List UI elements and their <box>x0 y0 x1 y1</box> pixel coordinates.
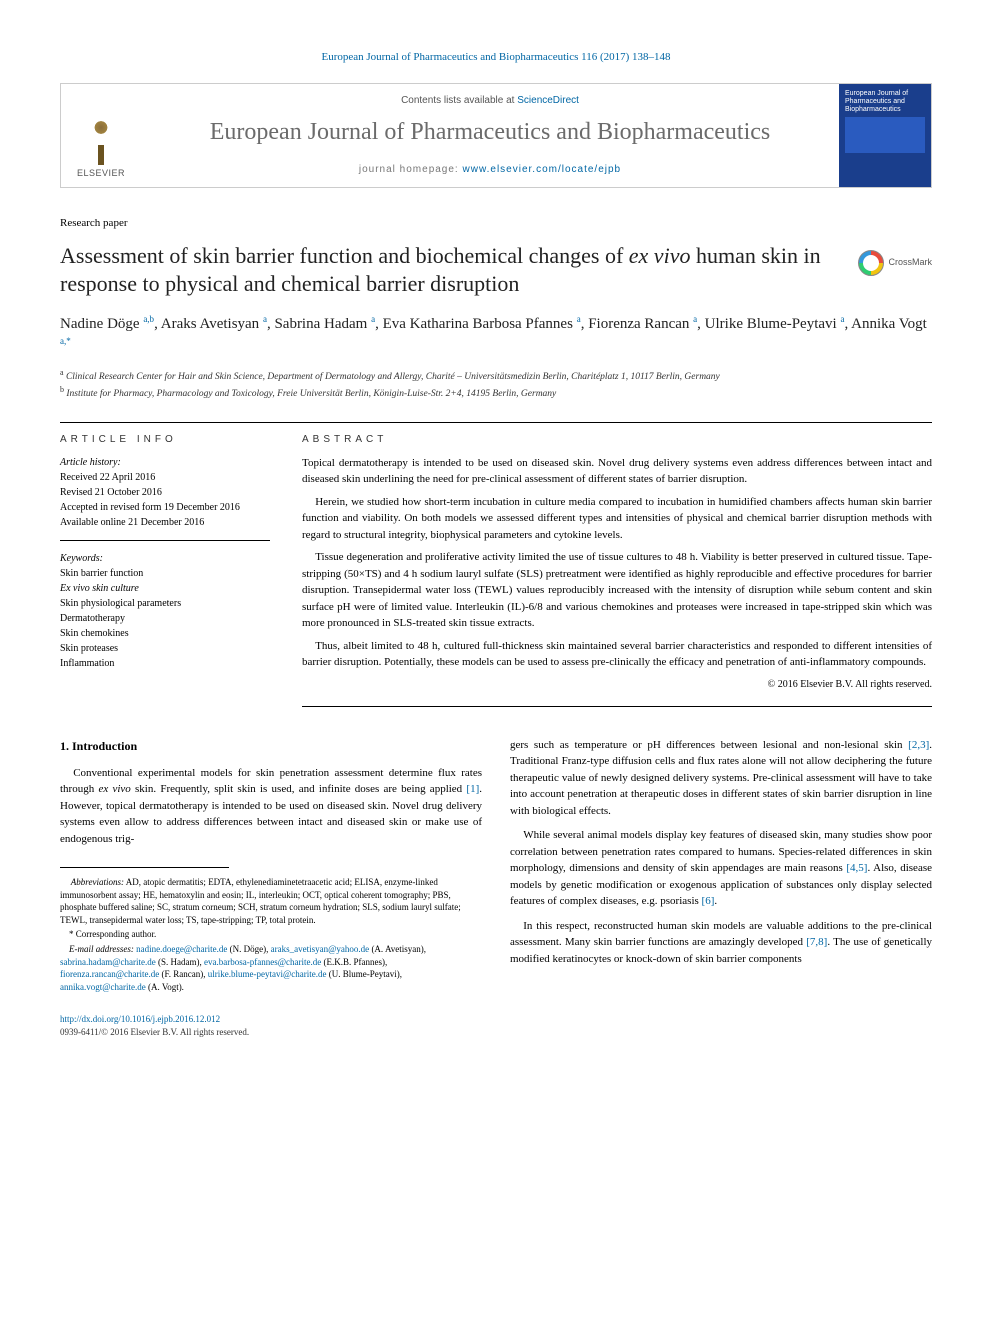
cover-graphic <box>845 117 925 153</box>
author-list: Nadine Döge a,b, Araks Avetisyan a, Sabr… <box>60 313 932 357</box>
abstract-label: ABSTRACT <box>302 423 932 455</box>
section-heading-introduction: 1. Introduction <box>60 737 482 755</box>
keyword: Ex vivo skin culture <box>60 581 270 596</box>
history-received: Received 22 April 2016 <box>60 470 270 485</box>
article-info-label: ARTICLE INFO <box>60 423 270 455</box>
doi-block: http://dx.doi.org/10.1016/j.ejpb.2016.12… <box>60 1013 932 1038</box>
author-email-link[interactable]: annika.vogt@charite.de <box>60 982 146 992</box>
keyword: Skin chemokines <box>60 626 270 641</box>
footnotes: Abbreviations: AD, atopic dermatitis; ED… <box>60 876 482 993</box>
abstract-paragraph: Topical dermatotherapy is intended to be… <box>302 455 932 488</box>
journal-masthead: ELSEVIER Contents lists available at Sci… <box>60 83 932 188</box>
elsevier-logo[interactable]: ELSEVIER <box>77 117 125 180</box>
affiliation-a: a Clinical Research Center for Hair and … <box>60 367 932 384</box>
crossmark-icon <box>858 250 884 276</box>
affiliations: a Clinical Research Center for Hair and … <box>60 367 932 402</box>
journal-homepage-link[interactable]: www.elsevier.com/locate/ejpb <box>463 164 622 175</box>
contents-prefix: Contents lists available at <box>401 95 517 106</box>
history-accepted: Accepted in revised form 19 December 201… <box>60 500 270 515</box>
author-email-link[interactable]: fiorenza.rancan@charite.de <box>60 969 159 979</box>
sciencedirect-link[interactable]: ScienceDirect <box>517 95 579 106</box>
abstract-body: Topical dermatotherapy is intended to be… <box>302 455 932 707</box>
keywords-label: Keywords: <box>60 551 270 566</box>
crossmark-label: CrossMark <box>888 256 932 269</box>
article-type: Research paper <box>60 216 932 231</box>
title-part-1: Assessment of skin barrier function and … <box>60 243 629 268</box>
abstract-column: ABSTRACT Topical dermatotherapy is inten… <box>302 423 932 707</box>
publisher-logo-cell: ELSEVIER <box>61 84 141 187</box>
abstract-paragraph: Thus, albeit limited to 48 h, cultured f… <box>302 638 932 671</box>
abstract-paragraph: Herein, we studied how short-term incuba… <box>302 494 932 544</box>
crossmark-widget[interactable]: CrossMark <box>858 242 932 276</box>
keyword: Inflammation <box>60 656 270 671</box>
keyword: Skin proteases <box>60 641 270 656</box>
citation-ref[interactable]: [4,5] <box>846 862 867 874</box>
keyword: Skin barrier function <box>60 566 270 581</box>
author-email-link[interactable]: nadine.doege@charite.de <box>136 944 227 954</box>
article-title: Assessment of skin barrier function and … <box>60 242 846 299</box>
citation-ref[interactable]: [6] <box>702 895 715 907</box>
body-paragraph: In this respect, reconstructed human ski… <box>510 918 932 968</box>
author-email-link[interactable]: araks_avetisyan@yahoo.de <box>271 944 370 954</box>
history-label: Article history: <box>60 455 270 470</box>
article-history: Article history: Received 22 April 2016 … <box>60 455 270 541</box>
article-body: 1. Introduction Conventional experimenta… <box>60 737 932 996</box>
doi-link[interactable]: http://dx.doi.org/10.1016/j.ejpb.2016.12… <box>60 1014 220 1024</box>
issn-copyright: 0939-6411/© 2016 Elsevier B.V. All right… <box>60 1027 249 1037</box>
cover-title: European Journal of Pharmaceutics and Bi… <box>845 90 925 113</box>
article-info-sidebar: ARTICLE INFO Article history: Received 2… <box>60 423 270 707</box>
publisher-name: ELSEVIER <box>77 167 125 180</box>
history-revised: Revised 21 October 2016 <box>60 485 270 500</box>
header-citation: European Journal of Pharmaceutics and Bi… <box>60 50 932 65</box>
journal-name: European Journal of Pharmaceutics and Bi… <box>149 118 831 147</box>
elsevier-tree-icon <box>77 117 125 165</box>
abstract-copyright: © 2016 Elsevier B.V. All rights reserved… <box>302 677 932 692</box>
author-email-link[interactable]: eva.barbosa-pfannes@charite.de <box>204 957 321 967</box>
masthead-center: Contents lists available at ScienceDirec… <box>141 84 839 187</box>
body-paragraph: gers such as temperature or pH differenc… <box>510 737 932 820</box>
contents-available-line: Contents lists available at ScienceDirec… <box>149 94 831 108</box>
journal-homepage-line: journal homepage: www.elsevier.com/locat… <box>149 163 831 177</box>
corresponding-author-footnote: * Corresponding author. <box>60 928 482 941</box>
body-paragraph: Conventional experimental models for ski… <box>60 765 482 848</box>
keyword: Skin physiological parameters <box>60 596 270 611</box>
homepage-prefix: journal homepage: <box>359 164 463 175</box>
citation-ref[interactable]: [1] <box>466 783 479 795</box>
email-addresses-footnote: E-mail addresses: nadine.doege@charite.d… <box>60 943 482 993</box>
footnote-separator <box>60 867 229 868</box>
citation-ref[interactable]: [2,3] <box>908 739 929 751</box>
journal-cover-thumbnail: European Journal of Pharmaceutics and Bi… <box>839 84 931 187</box>
keyword: Dermatotherapy <box>60 611 270 626</box>
body-paragraph: While several animal models display key … <box>510 827 932 910</box>
affiliation-b: b Institute for Pharmacy, Pharmacology a… <box>60 384 932 401</box>
abstract-paragraph: Tissue degeneration and proliferative ac… <box>302 549 932 632</box>
abbreviations-footnote: Abbreviations: AD, atopic dermatitis; ED… <box>60 876 482 926</box>
history-online: Available online 21 December 2016 <box>60 515 270 530</box>
citation-ref[interactable]: [7,8] <box>806 936 827 948</box>
author-email-link[interactable]: sabrina.hadam@charite.de <box>60 957 156 967</box>
keywords-block: Keywords: Skin barrier function Ex vivo … <box>60 551 270 681</box>
author-email-link[interactable]: ulrike.blume-peytavi@charite.de <box>208 969 327 979</box>
title-italic: ex vivo <box>629 243 691 268</box>
